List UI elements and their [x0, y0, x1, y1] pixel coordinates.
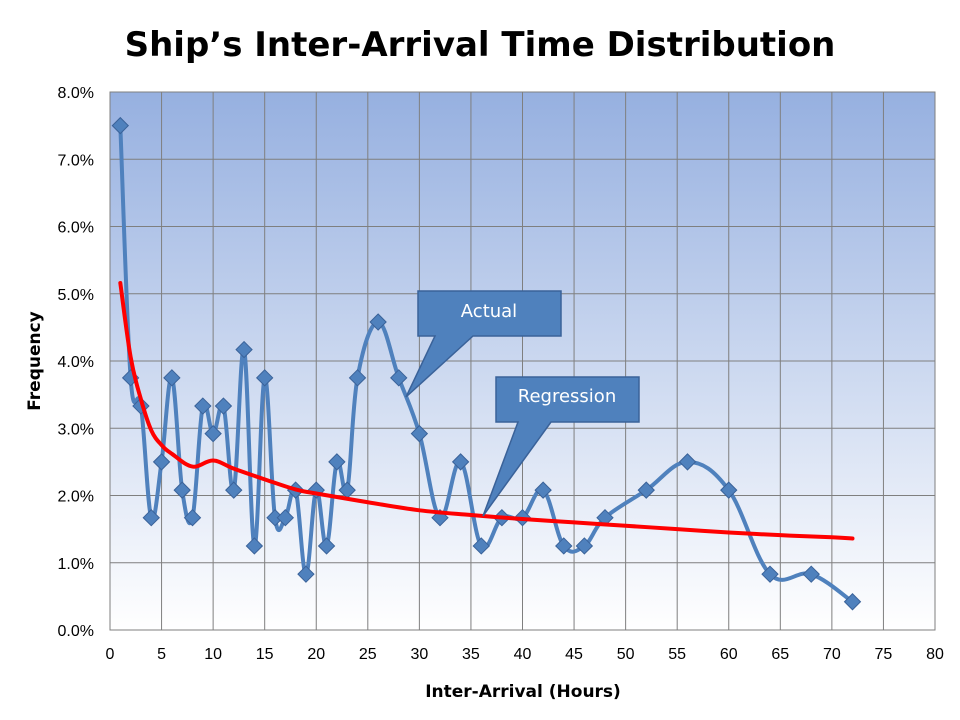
x-tick-label: 70: [823, 646, 841, 663]
x-tick-label: 5: [157, 646, 166, 663]
x-tick-label: 55: [668, 646, 686, 663]
data-point-actual: [555, 537, 573, 555]
plot-border: [109, 91, 936, 631]
series-layer: [111, 116, 862, 611]
x-axis-ticks: 0 5 10 15 20 25 30 35 40 45 50 55 60 65 70 75 80: [106, 646, 944, 663]
data-point-actual: [204, 424, 222, 443]
y-tick-label: 3.0%: [58, 421, 94, 438]
callout-actual: Actual: [405, 290, 562, 398]
callout-regression: Regression: [482, 376, 640, 517]
data-point-actual: [802, 565, 820, 583]
y-axis-ticks: 0.0% 1.0% 2.0% 3.0% 4.0% 5.0% 6.0% 7.0% 8.0%: [58, 85, 94, 640]
data-point-actual: [255, 369, 274, 387]
y-tick-label: 6.0%: [58, 220, 94, 237]
data-point-actual: [142, 508, 160, 527]
x-tick-label: 10: [204, 646, 222, 663]
data-point-actual: [678, 453, 697, 471]
data-point-actual: [761, 565, 779, 583]
data-point-actual: [410, 424, 429, 443]
y-tick-label: 7.0%: [58, 152, 94, 169]
data-point-actual: [720, 481, 738, 499]
y-tick-label: 1.0%: [58, 556, 94, 573]
data-point-actual: [225, 481, 243, 499]
x-tick-label: 50: [617, 646, 635, 663]
x-tick-label: 35: [462, 646, 480, 663]
data-point-actual: [317, 537, 336, 555]
data-point-actual: [183, 508, 202, 527]
series-line-regression: [118, 280, 855, 541]
x-tick-label: 20: [307, 646, 325, 663]
callout-actual-label: Actual: [461, 301, 517, 322]
x-tick-label: 25: [359, 646, 377, 663]
data-point-actual: [328, 453, 346, 471]
data-point-actual: [637, 481, 655, 499]
y-axis-title: Frequency: [25, 311, 45, 411]
x-tick-label: 45: [565, 646, 583, 663]
data-point-actual: [369, 313, 387, 331]
data-point-actual: [214, 397, 233, 415]
data-point-actual: [534, 481, 552, 499]
y-tick-label: 8.0%: [58, 85, 94, 102]
x-tick-label: 15: [256, 646, 274, 663]
x-tick-label: 60: [720, 646, 738, 663]
x-tick-label: 75: [875, 646, 893, 663]
data-point-actual: [194, 397, 212, 415]
data-point-actual: [390, 369, 408, 387]
data-point-actual: [472, 537, 490, 555]
data-point-actual: [451, 453, 470, 471]
y-tick-label: 2.0%: [58, 489, 94, 506]
data-point-actual: [235, 340, 253, 359]
data-point-actual: [173, 481, 191, 499]
x-tick-label: 30: [410, 646, 428, 663]
y-tick-label: 0.0%: [58, 623, 94, 640]
data-point-actual: [276, 508, 295, 527]
callout-actual-shape: [405, 290, 562, 398]
chart-title: Ship’s Inter-Arrival Time Distribution: [125, 25, 836, 65]
x-axis-title: Inter-Arrival (Hours): [425, 682, 621, 702]
data-point-actual: [843, 593, 862, 611]
y-tick-label: 5.0%: [58, 287, 94, 304]
callout-regression-shape: [482, 376, 640, 517]
x-tick-label: 0: [106, 646, 115, 663]
x-tick-label: 65: [771, 646, 789, 663]
data-point-actual: [297, 565, 315, 583]
data-point-actual: [245, 537, 264, 555]
data-point-actual: [575, 537, 594, 555]
callout-regression-label: Regression: [518, 386, 616, 407]
data-point-actual: [152, 453, 171, 471]
y-tick-label: 4.0%: [58, 354, 94, 371]
data-point-actual: [111, 116, 130, 135]
data-point-actual: [163, 369, 181, 387]
data-point-actual: [348, 369, 367, 387]
x-tick-label: 40: [514, 646, 532, 663]
x-tick-label: 80: [926, 646, 944, 663]
